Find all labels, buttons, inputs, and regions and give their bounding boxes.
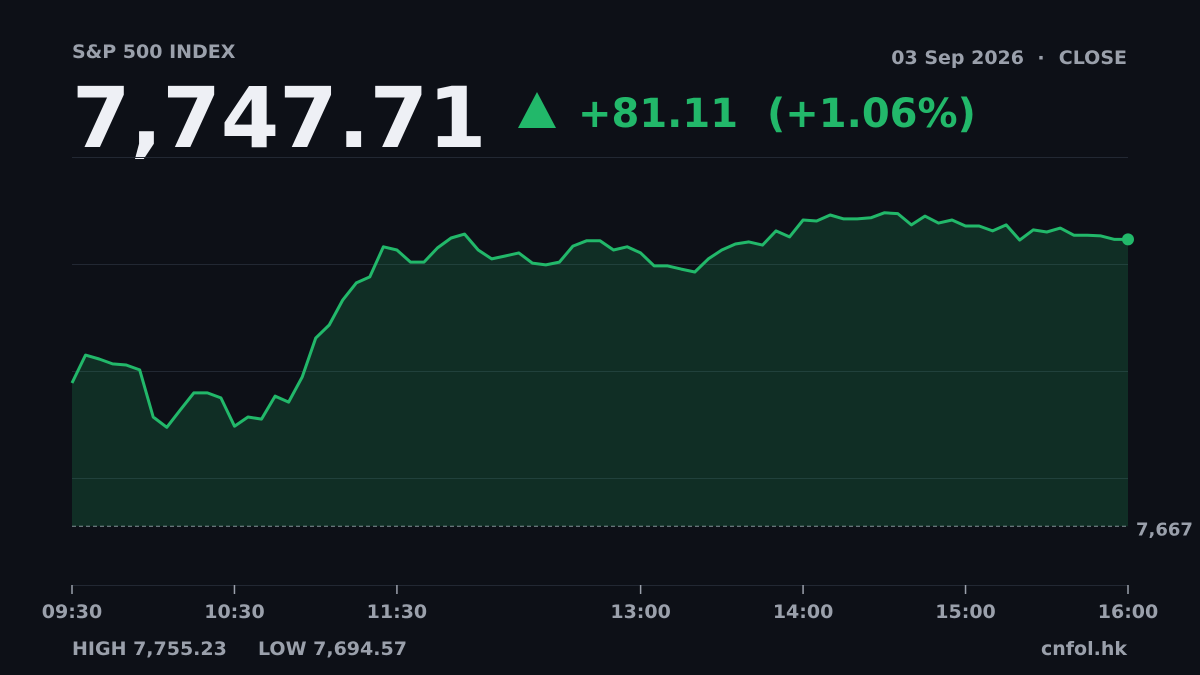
high: HIGH 7,755.23 <box>72 638 227 660</box>
price: 7,747.71 <box>72 69 487 167</box>
status: CLOSE <box>1059 47 1127 69</box>
up-arrow <box>518 92 556 128</box>
last-point <box>1122 233 1134 246</box>
reference-label: 7,667 <box>1136 519 1193 540</box>
line <box>70 211 1128 429</box>
x-tick-label: 11:30 <box>367 601 427 623</box>
x-tick-label: 10:30 <box>204 601 264 623</box>
separator: · <box>1037 47 1044 69</box>
x-tick-label: 15:00 <box>935 601 995 623</box>
low: LOW 7,694.57 <box>258 638 407 660</box>
change: +81.11 <box>578 91 738 137</box>
x-tick-label: 13:00 <box>610 601 670 623</box>
source: cnfol.hk <box>1041 638 1127 660</box>
date: 03 Sep 2026 <box>891 47 1024 69</box>
x-tick-label: 16:00 <box>1098 601 1158 623</box>
x-tick-label: 09:30 <box>42 601 102 623</box>
x-tick-label: 14:00 <box>773 601 833 623</box>
change-pct: (+1.06%) <box>767 91 976 137</box>
area <box>72 212 1128 527</box>
symbol: S&P 500 INDEX <box>72 41 236 63</box>
plot: 7,667 09:30 10:30 11:30 13:00 14:00 15:00 16:00 <box>42 211 1193 623</box>
